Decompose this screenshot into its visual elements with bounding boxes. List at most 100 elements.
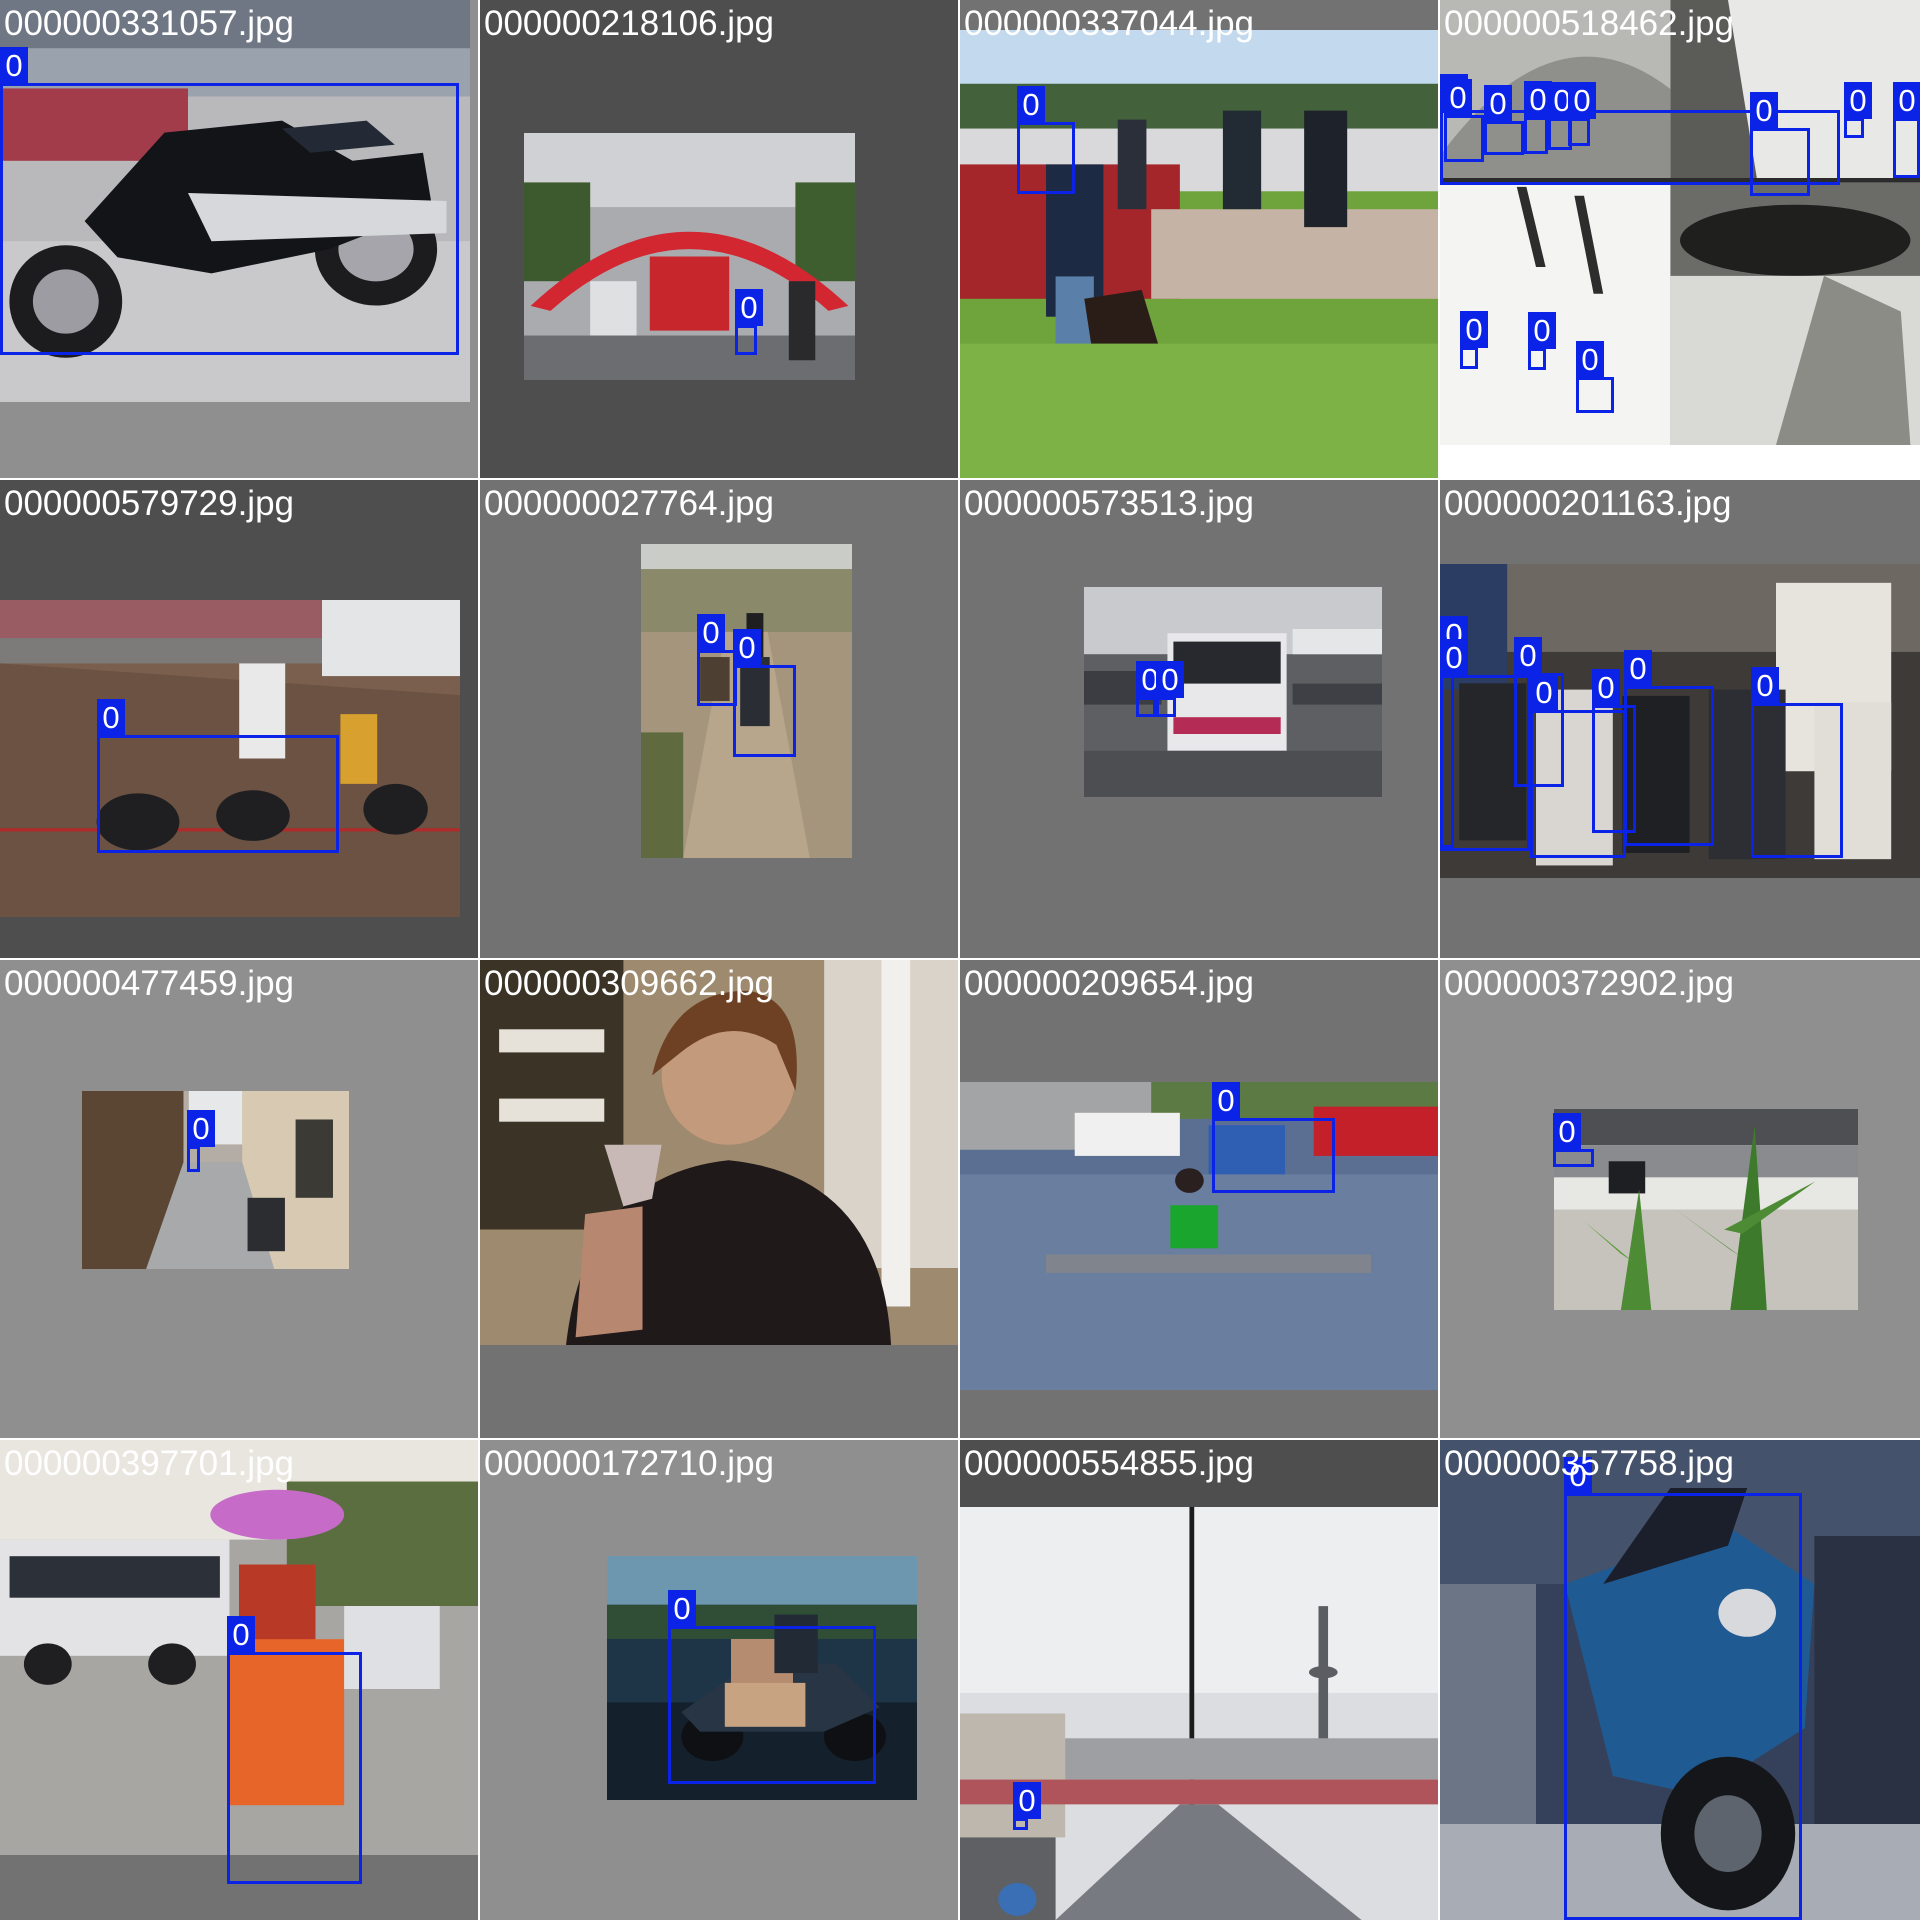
detection-box[interactable]: 0: [187, 1110, 215, 1172]
photo-bus-station-rain: [1084, 587, 1382, 797]
filename-label: 000000309662.jpg: [484, 964, 775, 1003]
photo-motorcycle-parking: [0, 0, 470, 402]
filename-label: 000000209654.jpg: [964, 964, 1255, 1003]
photo-dirt-trail-riders: [641, 544, 852, 858]
filename-label: 000000331057.jpg: [4, 4, 295, 43]
filename-label: 000000337044.jpg: [964, 4, 1255, 43]
filename-label: 000000372902.jpg: [1444, 964, 1735, 1003]
detection-box[interactable]: 0: [1553, 1113, 1594, 1167]
detection-box[interactable]: 0: [1528, 312, 1556, 370]
class-label: 0: [1893, 82, 1920, 119]
class-label: 0: [668, 1590, 696, 1627]
image-tile[interactable]: 0 000000172710.jpg: [480, 1440, 958, 1920]
filename-label: 000000027764.jpg: [484, 484, 775, 523]
class-label: 0: [1212, 1082, 1240, 1119]
class-label: 0: [1484, 85, 1512, 122]
detection-box[interactable]: 0: [1576, 341, 1614, 413]
class-label: 0: [1553, 1113, 1581, 1150]
class-label: 0: [1013, 1782, 1041, 1819]
image-tile[interactable]: 0 000000477459.jpg: [0, 960, 478, 1438]
detection-box[interactable]: 0: [1136, 661, 1164, 717]
class-label: 0: [227, 1616, 255, 1653]
detection-box[interactable]: 0: [1440, 639, 1530, 851]
detection-box[interactable]: 0: [1460, 311, 1488, 369]
detection-box[interactable]: 0: [227, 1616, 362, 1884]
photo-bw-collage: [1440, 0, 1920, 445]
image-tile[interactable]: 0 0 0 0 0 0 0 000000201163.jpg: [1440, 480, 1920, 958]
photo-velodrome-race: [0, 600, 460, 917]
photo-narrow-alley: [82, 1091, 349, 1269]
detection-box[interactable]: 0: [1751, 667, 1843, 858]
detection-box[interactable]: 0: [1013, 1782, 1041, 1830]
class-label: 0: [1514, 637, 1542, 674]
image-tile[interactable]: 0 000000579729.jpg: [0, 480, 478, 958]
detection-box[interactable]: 0: [1444, 79, 1484, 162]
detection-box[interactable]: 0: [733, 629, 796, 757]
photo-plaza-bench: [960, 1082, 1438, 1390]
image-tile[interactable]: 0 000000337044.jpg: [960, 0, 1438, 478]
class-label: 0: [0, 47, 28, 84]
class-label: 0: [1592, 669, 1620, 706]
class-label: 0: [97, 699, 125, 736]
detection-box[interactable]: 0: [1524, 81, 1552, 154]
filename-label: 000000554855.jpg: [964, 1444, 1255, 1483]
detection-box[interactable]: 0: [668, 1590, 876, 1784]
image-tile[interactable]: 0 000000357758.jpg: [1440, 1440, 1920, 1920]
class-label: 0: [1568, 82, 1596, 119]
class-label: 0: [1624, 650, 1652, 687]
class-label: 0: [1440, 639, 1468, 676]
filename-label: 000000573513.jpg: [964, 484, 1255, 523]
detection-box[interactable]: 0: [1212, 1082, 1335, 1193]
detection-box[interactable]: 0: [1893, 82, 1920, 178]
class-label: 0: [697, 614, 725, 651]
detection-box[interactable]: 0: [1156, 661, 1184, 717]
image-tile[interactable]: 0 0 000000573513.jpg: [960, 480, 1438, 958]
detection-box[interactable]: 0: [1017, 86, 1075, 194]
class-label: 0: [735, 289, 763, 326]
filename-label: 000000579729.jpg: [4, 484, 295, 523]
class-label: 0: [733, 629, 761, 666]
filename-label: 000000172710.jpg: [484, 1444, 775, 1483]
class-label: 0: [1751, 667, 1779, 704]
image-tile[interactable]: 0 0 000000027764.jpg: [480, 480, 958, 958]
class-label: 0: [1444, 79, 1472, 116]
photo-race-finish-arch: [524, 133, 855, 380]
class-label: 0: [1017, 86, 1045, 123]
image-tile[interactable]: 0 0 0 0 0 0 0 0 0 0 0 0: [1440, 0, 1920, 478]
photo-woman-wine-glass: [480, 960, 958, 1345]
filename-label: 000000218106.jpg: [484, 4, 775, 43]
image-tile[interactable]: 0 000000331057.jpg: [0, 0, 478, 478]
class-label: 0: [1524, 81, 1552, 118]
detection-box[interactable]: 0: [1564, 1457, 1802, 1920]
photo-plants-under-car: [1554, 1109, 1858, 1310]
detection-box[interactable]: 0: [1624, 650, 1714, 846]
detection-box[interactable]: 0: [1568, 82, 1596, 146]
photo-blue-motorcycle: [1440, 1440, 1920, 1920]
detection-box[interactable]: 0: [735, 289, 763, 355]
detection-box[interactable]: 0: [97, 699, 339, 853]
image-tile[interactable]: 0 000000209654.jpg: [960, 960, 1438, 1438]
detection-box[interactable]: 0: [0, 47, 459, 355]
detection-box[interactable]: 0: [1514, 637, 1564, 787]
image-tile[interactable]: 000000309662.jpg: [480, 960, 958, 1438]
image-tile[interactable]: 0 000000218106.jpg: [480, 0, 958, 478]
class-label: 0: [1460, 311, 1488, 348]
filename-label: 000000397701.jpg: [4, 1444, 295, 1483]
class-label: 0: [1156, 661, 1184, 698]
class-label: 0: [1530, 674, 1558, 711]
detection-box[interactable]: 0: [1484, 85, 1524, 155]
class-label: 0: [1576, 341, 1604, 378]
detection-box[interactable]: 0: [1750, 92, 1810, 196]
detection-box[interactable]: 0: [697, 614, 737, 706]
image-tile[interactable]: 0 000000372902.jpg: [1440, 960, 1920, 1438]
image-tile[interactable]: 0 000000554855.jpg: [960, 1440, 1438, 1920]
class-label: 0: [1750, 92, 1778, 129]
class-label: 0: [1528, 312, 1556, 349]
filename-label: 000000518462.jpg: [1444, 4, 1735, 43]
photo-highway-tower: [960, 1507, 1438, 1920]
image-tile[interactable]: 0 000000397701.jpg: [0, 1440, 478, 1920]
detection-box[interactable]: 0: [1844, 82, 1872, 138]
detection-box[interactable]: 0: [1592, 669, 1636, 833]
class-label: 0: [1564, 1457, 1592, 1494]
